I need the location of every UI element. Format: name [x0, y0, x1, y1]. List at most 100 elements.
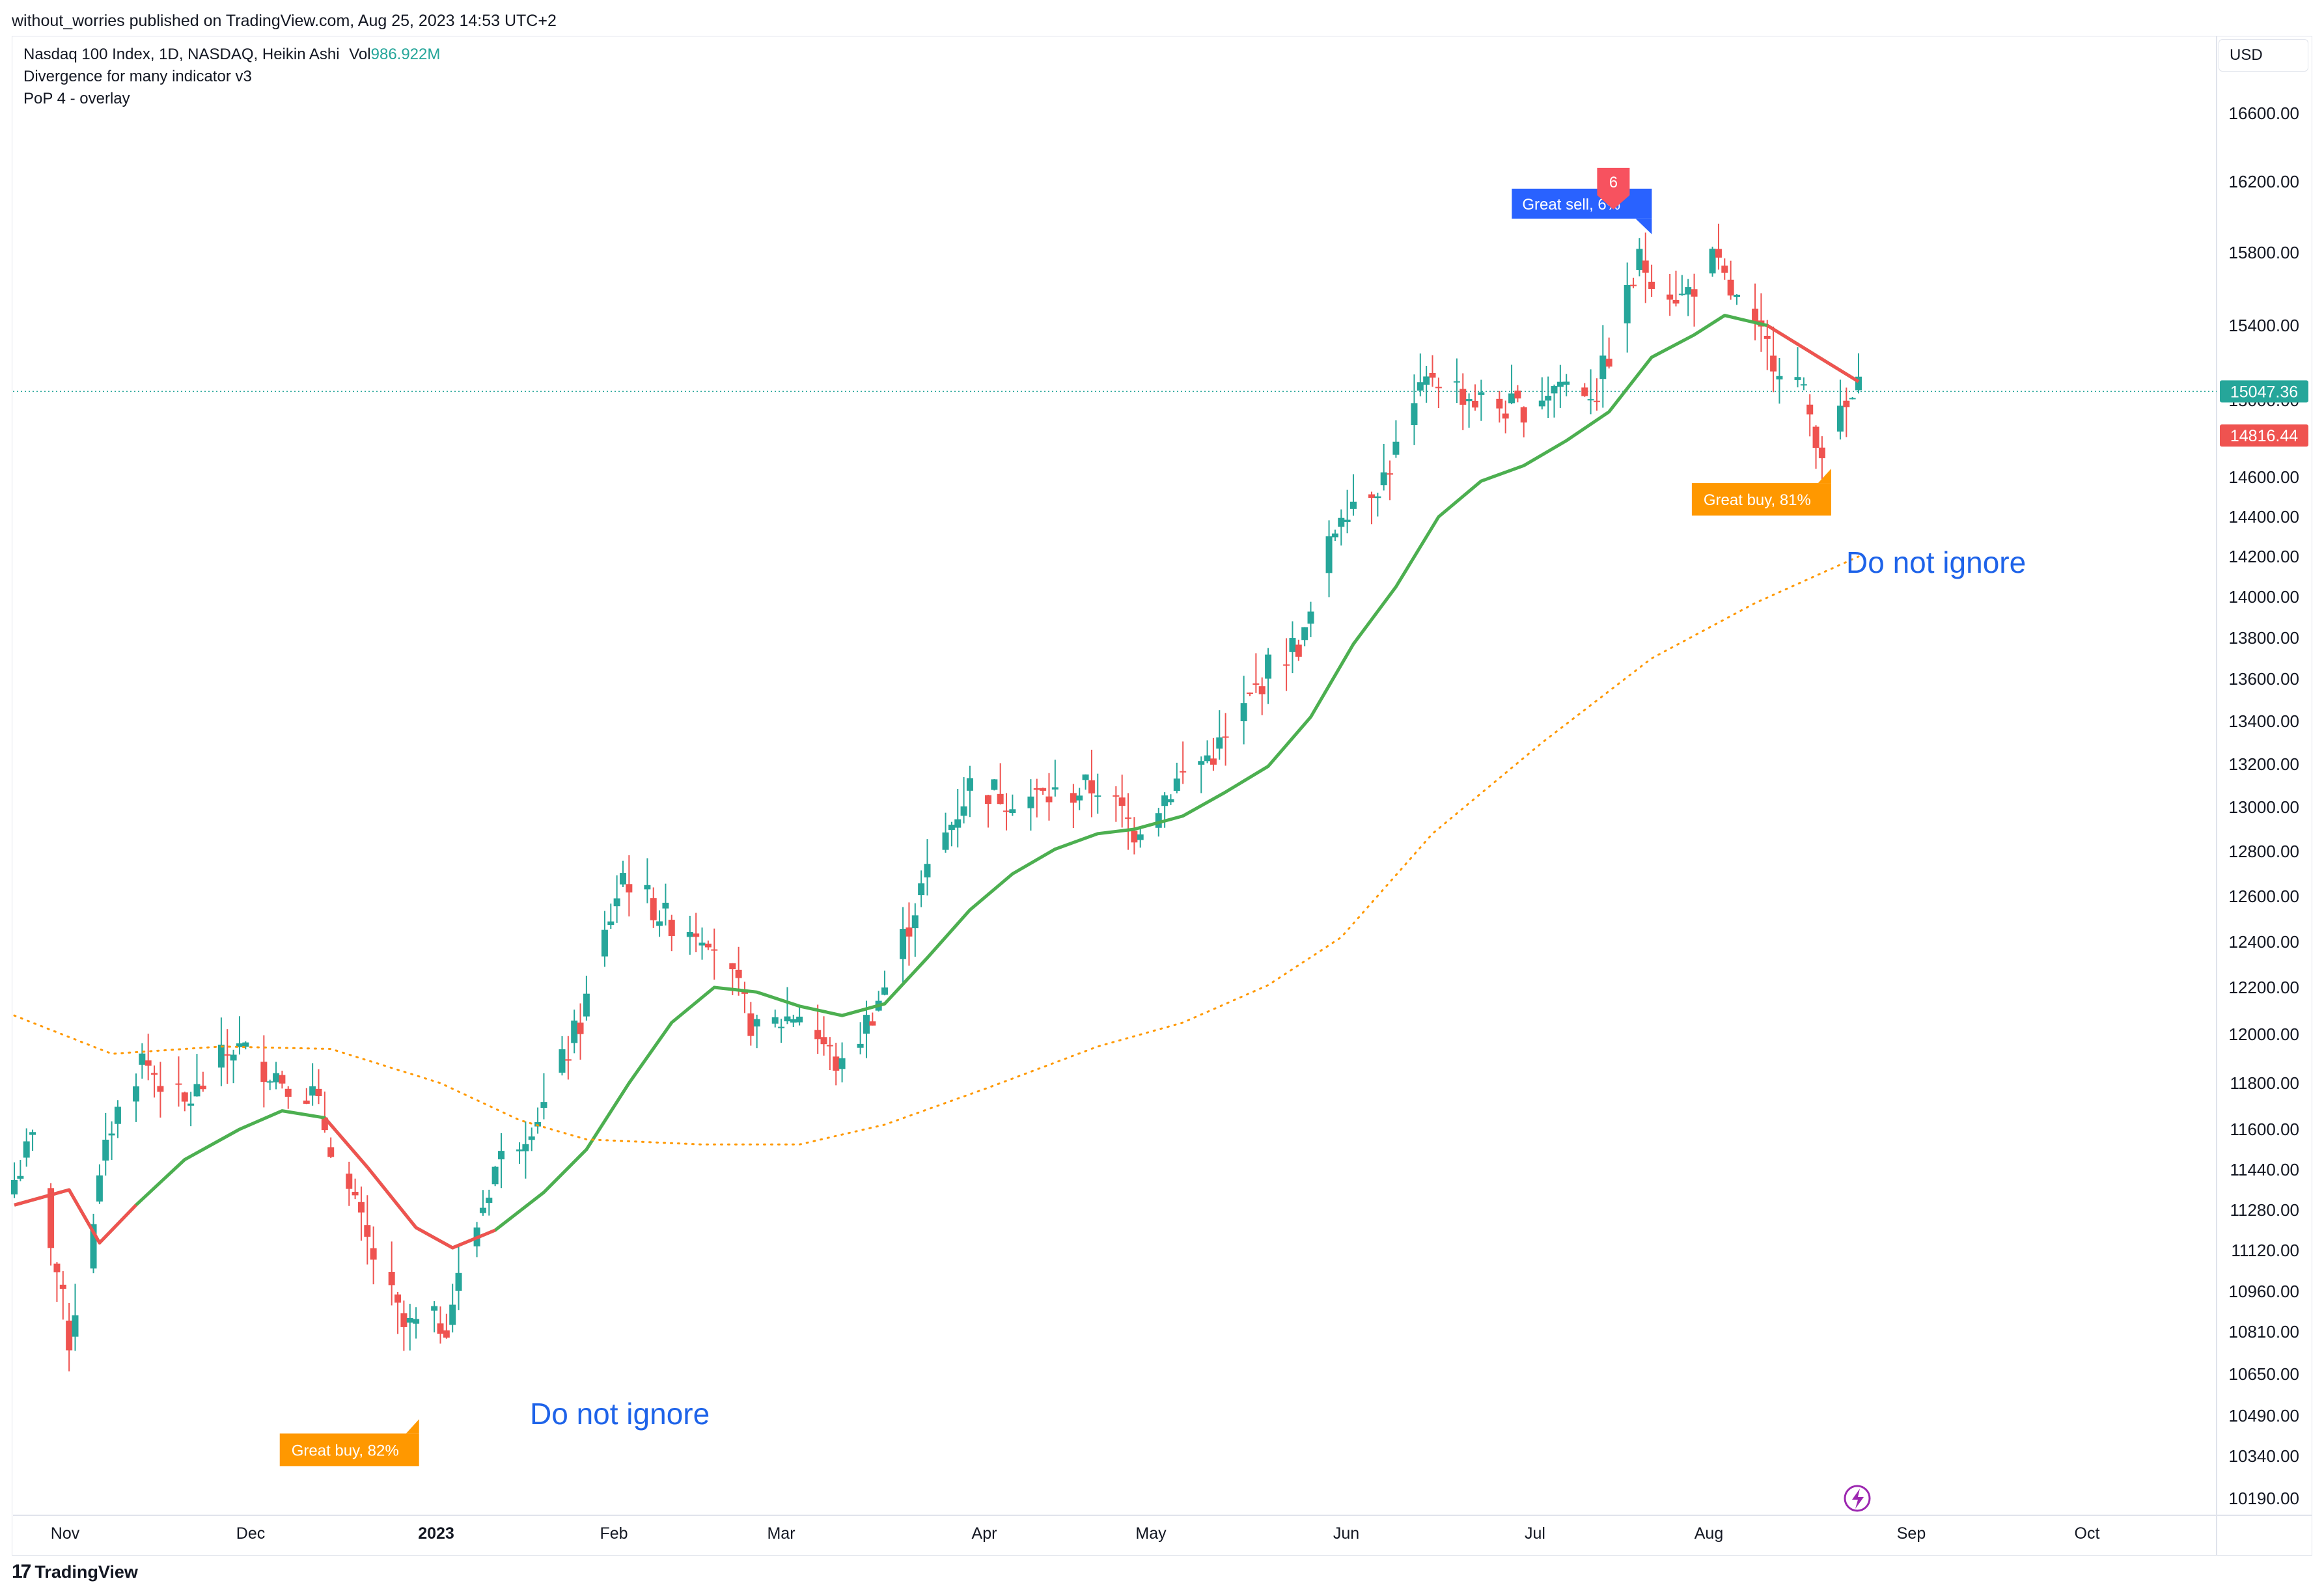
candle-body: [1210, 758, 1217, 765]
candle-body: [449, 1304, 456, 1325]
candle-body: [1216, 737, 1223, 749]
candle-body: [966, 778, 973, 791]
candle-body: [906, 927, 913, 937]
candle-body: [607, 921, 615, 926]
x-tick-label: Sep: [1897, 1524, 1926, 1543]
candle-body: [497, 1151, 505, 1160]
lightning-icon-glyph: [1852, 1489, 1864, 1509]
candle-body: [1624, 284, 1631, 323]
y-tick-label: 10650.00: [2229, 1364, 2299, 1384]
y-tick-label: 11120.00: [2231, 1241, 2299, 1260]
candle-body: [1137, 834, 1144, 840]
candle-body: [747, 1013, 754, 1036]
candle-body: [1806, 404, 1814, 415]
candle-body: [1125, 817, 1132, 819]
y-tick-label: 10960.00: [2229, 1282, 2299, 1301]
candle-body: [997, 793, 1004, 805]
candle-body: [242, 1042, 249, 1047]
candle-body: [656, 921, 663, 926]
tradingview-logo[interactable]: 17 TradingView: [12, 1561, 138, 1583]
candle-body: [577, 1023, 584, 1034]
candle-body: [954, 819, 961, 828]
candle-body: [199, 1085, 206, 1090]
candle-body: [613, 898, 620, 907]
candle-body: [1478, 392, 1485, 395]
price-label: 14816.44: [2230, 427, 2298, 445]
candle-body: [370, 1248, 377, 1260]
candle-body: [1836, 406, 1844, 432]
candle-body: [151, 1073, 158, 1075]
y-tick-label: 13400.00: [2229, 711, 2299, 731]
candle-body: [1593, 400, 1600, 402]
legend-symbol-row[interactable]: Nasdaq 100 Index, 1D, NASDAQ, Heikin Ash…: [23, 46, 440, 64]
candle-body: [662, 902, 669, 909]
candle-body: [784, 1016, 791, 1022]
candle-body: [1672, 299, 1680, 304]
candle-body: [771, 1017, 779, 1024]
y-tick-label: 13200.00: [2229, 754, 2299, 774]
candle-body: [1563, 381, 1570, 385]
y-tick-label: 13000.00: [2229, 797, 2299, 817]
candle-body: [193, 1084, 201, 1097]
candle-body: [516, 1149, 523, 1151]
candle-body: [479, 1207, 486, 1213]
candle-body: [741, 991, 748, 994]
x-tick-label: Apr: [972, 1524, 997, 1543]
candle-body: [1764, 335, 1771, 339]
candle-body: [1161, 795, 1169, 806]
candle-body: [11, 1180, 18, 1195]
candle-body: [833, 1056, 840, 1071]
y-tick-label: 12400.00: [2229, 932, 2299, 952]
candle-body: [1411, 403, 1418, 425]
candle-body: [1812, 426, 1819, 448]
candle-body: [1496, 398, 1503, 409]
sell-signal-pointer: [1635, 218, 1652, 234]
x-tick-label: 2023: [418, 1524, 454, 1543]
candle-body: [1331, 533, 1338, 538]
x-tick-label: Dec: [236, 1524, 265, 1543]
buy-signal-text: Great buy, 81%: [1704, 491, 1811, 509]
candle-body: [1502, 413, 1509, 419]
tradingview-logo-icon: 17: [12, 1561, 31, 1582]
candle-body: [1667, 294, 1674, 300]
candle-body: [790, 1019, 797, 1023]
legend-indicator-divergence[interactable]: Divergence for many indicator v3: [23, 68, 252, 85]
candle-body: [139, 1053, 146, 1065]
candle-body: [1344, 519, 1351, 522]
candle-body: [315, 1088, 322, 1097]
candle-body: [1295, 644, 1302, 657]
candle-body: [540, 1102, 547, 1108]
buy-signal-label: [279, 1433, 419, 1466]
candle-body: [400, 1313, 408, 1327]
candle-body: [364, 1225, 371, 1237]
x-tick-label: Jul: [1525, 1524, 1545, 1543]
y-tick-label: 11440.00: [2230, 1160, 2299, 1179]
candle-body: [132, 1086, 139, 1102]
lightning-icon: [1844, 1485, 1871, 1512]
candle-body: [796, 1016, 803, 1023]
candle-body: [1088, 780, 1095, 793]
x-tick-label: Feb: [600, 1524, 628, 1543]
ma-fast-red-segment: [323, 1116, 496, 1250]
candle-body: [72, 1315, 79, 1337]
candle-body: [564, 1059, 572, 1061]
candle-body: [857, 1043, 864, 1048]
buy-signal-pointer: [406, 1419, 419, 1434]
candle-body: [273, 1073, 280, 1082]
candle-body: [693, 933, 700, 937]
y-tick-label: 14200.00: [2229, 547, 2299, 566]
candle-body: [1082, 774, 1089, 780]
candle-body: [1453, 381, 1460, 383]
y-tick-label: 12600.00: [2229, 887, 2299, 906]
candle-body: [1545, 396, 1552, 401]
candle-body: [1076, 795, 1083, 801]
candle-body: [1289, 638, 1296, 652]
y-tick-label: 15400.00: [2229, 316, 2299, 335]
candle-body: [303, 1100, 310, 1104]
legend-indicator-pop[interactable]: PoP 4 - overlay: [23, 90, 130, 107]
currency-button[interactable]: USD: [2219, 39, 2308, 72]
candle-body: [1387, 473, 1394, 475]
y-tick-label: 16200.00: [2229, 172, 2299, 191]
x-tick-label: Mar: [767, 1524, 795, 1543]
